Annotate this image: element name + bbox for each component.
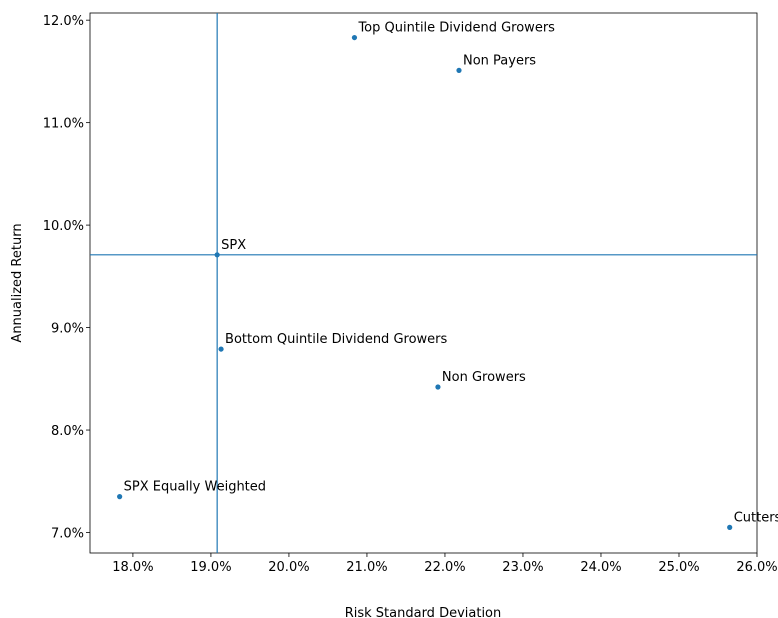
x-tick-label: 24.0% bbox=[580, 560, 621, 575]
scatter-point bbox=[435, 384, 441, 390]
y-tick-label: 12.0% bbox=[43, 14, 84, 29]
point-label: Bottom Quintile Dividend Growers bbox=[225, 332, 447, 347]
point-label: Cutters bbox=[734, 510, 778, 525]
scatter-point bbox=[218, 346, 224, 352]
scatter-point bbox=[117, 494, 123, 500]
point-label: SPX bbox=[221, 238, 246, 253]
x-tick-label: 26.0% bbox=[736, 560, 777, 575]
y-tick-label: 10.0% bbox=[43, 219, 84, 234]
scatter-point bbox=[351, 34, 358, 41]
y-axis-title: Annualized Return bbox=[10, 223, 25, 342]
y-axis-ticks: 7.0% 8.0% 9.0% 10.0% 11.0% 12.0% bbox=[43, 14, 90, 542]
y-tick-label: 8.0% bbox=[51, 424, 84, 439]
x-axis-ticks: 18.0% 19.0% 20.0% 21.0% 22.0% 23.0% 24.0% 25.0%… bbox=[112, 553, 778, 575]
point-label: Non Payers bbox=[463, 53, 536, 68]
point-label: SPX Equally Weighted bbox=[124, 480, 266, 495]
x-tick-label: 18.0% bbox=[112, 560, 153, 575]
plot-area bbox=[89, 12, 758, 554]
x-tick-label: 22.0% bbox=[424, 560, 465, 575]
data-points: Top Quintile Dividend Growers Non Payers S… bbox=[117, 21, 778, 530]
x-axis-title: Risk Standard Deviation bbox=[345, 606, 502, 618]
y-tick-label: 9.0% bbox=[51, 322, 84, 337]
point-label: Non Growers bbox=[442, 370, 526, 385]
reference-lines bbox=[90, 13, 757, 553]
scatter-point bbox=[214, 252, 220, 258]
x-tick-label: 23.0% bbox=[502, 560, 543, 575]
y-tick-label: 11.0% bbox=[43, 117, 84, 132]
x-tick-label: 21.0% bbox=[346, 560, 387, 575]
scatter-point bbox=[456, 67, 462, 73]
scatter-point bbox=[727, 524, 733, 530]
x-tick-label: 20.0% bbox=[268, 560, 309, 575]
x-tick-label: 19.0% bbox=[190, 560, 231, 575]
y-tick-label: 7.0% bbox=[51, 527, 84, 542]
x-tick-label: 25.0% bbox=[658, 560, 699, 575]
point-label: Top Quintile Dividend Growers bbox=[357, 21, 555, 36]
